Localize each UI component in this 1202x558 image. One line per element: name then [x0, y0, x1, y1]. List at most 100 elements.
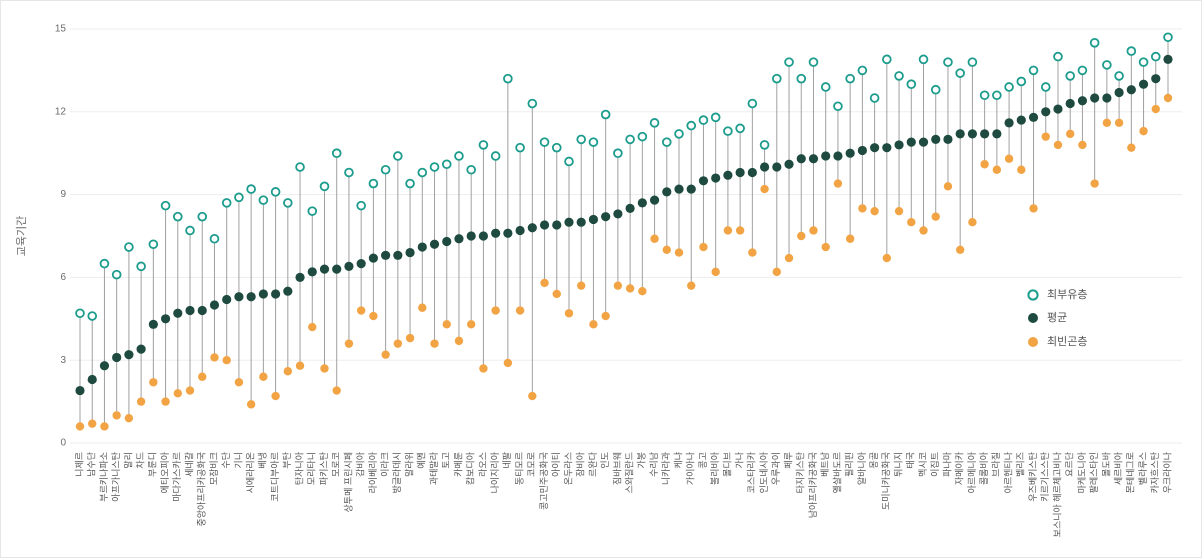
x-tick-label: 도미니카공화국 [881, 452, 891, 510]
x-tick-label: 네팔 [501, 452, 512, 469]
richest-point [344, 167, 354, 178]
average-point [980, 129, 990, 139]
richest-point [808, 57, 819, 67]
average-point [967, 129, 978, 139]
x-tick-label: 멕시코 [918, 452, 928, 477]
richest-point [943, 57, 953, 67]
poorest-point [161, 397, 170, 406]
poorest-point [919, 226, 928, 235]
average-point [784, 159, 794, 169]
richest-point [368, 178, 379, 189]
x-tick-label: 필리핀 [844, 452, 855, 477]
richest-point [649, 118, 660, 128]
poorest-point [797, 231, 806, 241]
average-point [1102, 93, 1112, 103]
x-tick-label: 코트디부아르 [270, 452, 280, 502]
richest-point [845, 73, 855, 84]
richest-point [613, 148, 623, 159]
poorest-point [1029, 204, 1038, 213]
average-point [148, 319, 158, 329]
x-tick-label: 세르비아 [1113, 451, 1123, 485]
poorest-point [674, 248, 684, 257]
average-point [222, 294, 232, 305]
poorest-point [955, 245, 965, 254]
x-tick-label: 파키스탄 [319, 452, 329, 485]
average-point [1004, 118, 1014, 128]
average-point [711, 173, 721, 183]
poorest-point [1004, 154, 1014, 163]
average-point [906, 137, 916, 147]
x-tick-label: 감비아 [355, 451, 366, 477]
x-tick-label: 벨라루스 [1138, 452, 1148, 485]
average-point [454, 234, 464, 244]
y-tick-label: 15 [55, 24, 67, 35]
average-point [307, 267, 317, 277]
average-point [943, 134, 953, 144]
x-tick-label: 방글라데시 [392, 452, 402, 493]
x-tick-label: 우즈베키스탄 [1028, 452, 1038, 502]
poorest-point [760, 184, 769, 194]
average-point [955, 129, 965, 139]
richest-point [1004, 82, 1014, 92]
x-tick-label: 키르기스스탄 [1040, 452, 1050, 502]
richest-point [283, 198, 293, 208]
richest-point [99, 258, 110, 269]
average-point [258, 289, 268, 299]
poorest-point [210, 353, 219, 362]
y-tick-label: 3 [60, 355, 66, 366]
poorest-point [418, 303, 427, 312]
poorest-point [198, 372, 207, 381]
average-point [882, 143, 892, 153]
richest-point [735, 123, 745, 134]
y-axis: 0 3 6 9 12 15 [55, 24, 67, 449]
x-tick-label: 상투메 프린시페 [343, 452, 353, 512]
x-tick-label: 차드 [134, 452, 145, 469]
poorest-point [295, 361, 305, 370]
poorest-point [173, 389, 182, 398]
poorest-point [308, 322, 317, 332]
richest-point [1053, 51, 1063, 62]
richest-point [246, 184, 256, 194]
legend-label: 최빈곤층 [1047, 335, 1087, 348]
poorest-point [136, 397, 146, 406]
x-tick-label: 세네갈 [184, 452, 194, 477]
average-point [870, 143, 880, 153]
x-tick-label: 우루과이 [771, 452, 781, 485]
average-point [1016, 115, 1026, 125]
x-tick-label: 브라질 [990, 452, 1001, 477]
poorest-point [356, 306, 366, 315]
average-point [1126, 85, 1136, 95]
legend-marker-richest [1027, 289, 1039, 301]
average-point [136, 344, 146, 354]
legend-marker-poorest [1028, 337, 1038, 347]
average-point [209, 300, 220, 310]
x-tick-label: 말리 [122, 452, 133, 469]
poorest-point [1053, 140, 1063, 150]
richest-point [258, 195, 269, 205]
x-tick-label: 기니 [233, 452, 243, 469]
x-tick-label: 몰도바 [1101, 451, 1111, 477]
average-point [1041, 107, 1051, 117]
poorest-point [88, 419, 97, 428]
richest-point [979, 90, 990, 101]
richest-point [1016, 76, 1027, 87]
poorest-point [1151, 104, 1160, 114]
average-point [344, 261, 354, 271]
x-tick-label: 남아프리카공화국 [808, 452, 818, 518]
x-tick-label: 부룬디 [148, 452, 158, 477]
richest-point [784, 57, 794, 67]
richest-point [380, 164, 391, 175]
poorest-point [589, 320, 598, 329]
poorest-point [1127, 143, 1136, 152]
richest-point [1028, 65, 1039, 76]
poorest-point [735, 226, 745, 235]
x-tick-label: 콜롬비아 [979, 451, 989, 485]
x-tick-label: 몽골 [869, 452, 879, 469]
poorest-point [1017, 165, 1026, 174]
average-point [515, 225, 525, 236]
richest-point [221, 198, 232, 208]
poorest-point [112, 411, 121, 420]
poorest-point [870, 206, 879, 216]
